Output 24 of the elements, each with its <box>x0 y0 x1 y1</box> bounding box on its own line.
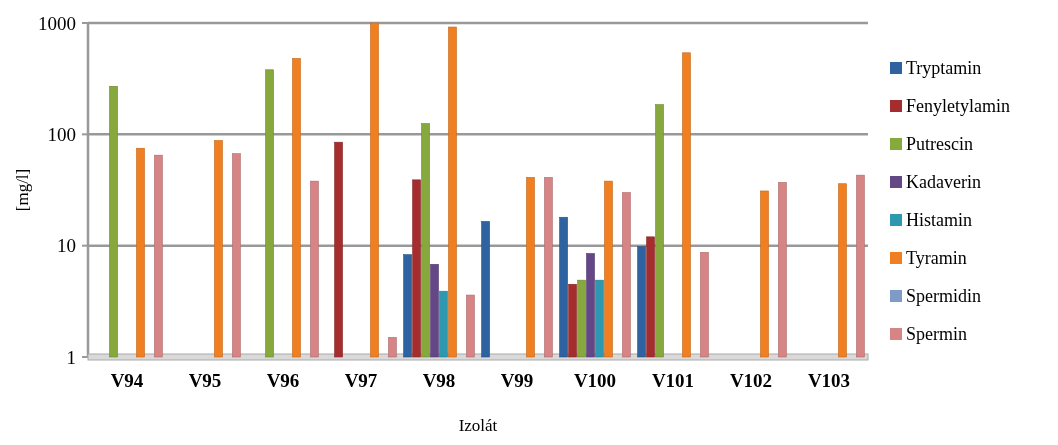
legend-label: Fenyletylamin <box>906 96 1010 117</box>
legend-label: Histamin <box>906 210 972 231</box>
x-tick-label: V94 <box>110 370 144 391</box>
x-tick-label: V96 <box>266 370 300 391</box>
x-tick-label: V101 <box>651 370 695 391</box>
y-axis-title: [mg/l] <box>13 168 32 212</box>
legend-label: Spermidin <box>906 286 981 307</box>
legend-label: Putrescin <box>906 134 973 155</box>
y-tick-label: 10 <box>57 235 76 257</box>
y-tick-label: 1000 <box>38 12 76 34</box>
x-tick-label: V102 <box>729 370 773 391</box>
legend-label: Tryptamin <box>906 58 982 79</box>
x-tick-label: V99 <box>500 370 534 391</box>
x-tick-label: V100 <box>573 370 617 391</box>
legend-label: Spermin <box>906 324 967 345</box>
x-axis-title: Izolát <box>458 416 498 435</box>
y-tick-label: 1 <box>66 346 76 368</box>
legend-label: Kadaverin <box>906 172 981 193</box>
x-tick-label: V95 <box>188 370 222 391</box>
x-tick-label: V97 <box>344 370 378 391</box>
y-tick-label: 100 <box>47 123 76 145</box>
x-tick-label: V98 <box>422 370 456 391</box>
legend-label: Tyramin <box>906 248 967 269</box>
x-tick-label: V103 <box>807 370 851 391</box>
